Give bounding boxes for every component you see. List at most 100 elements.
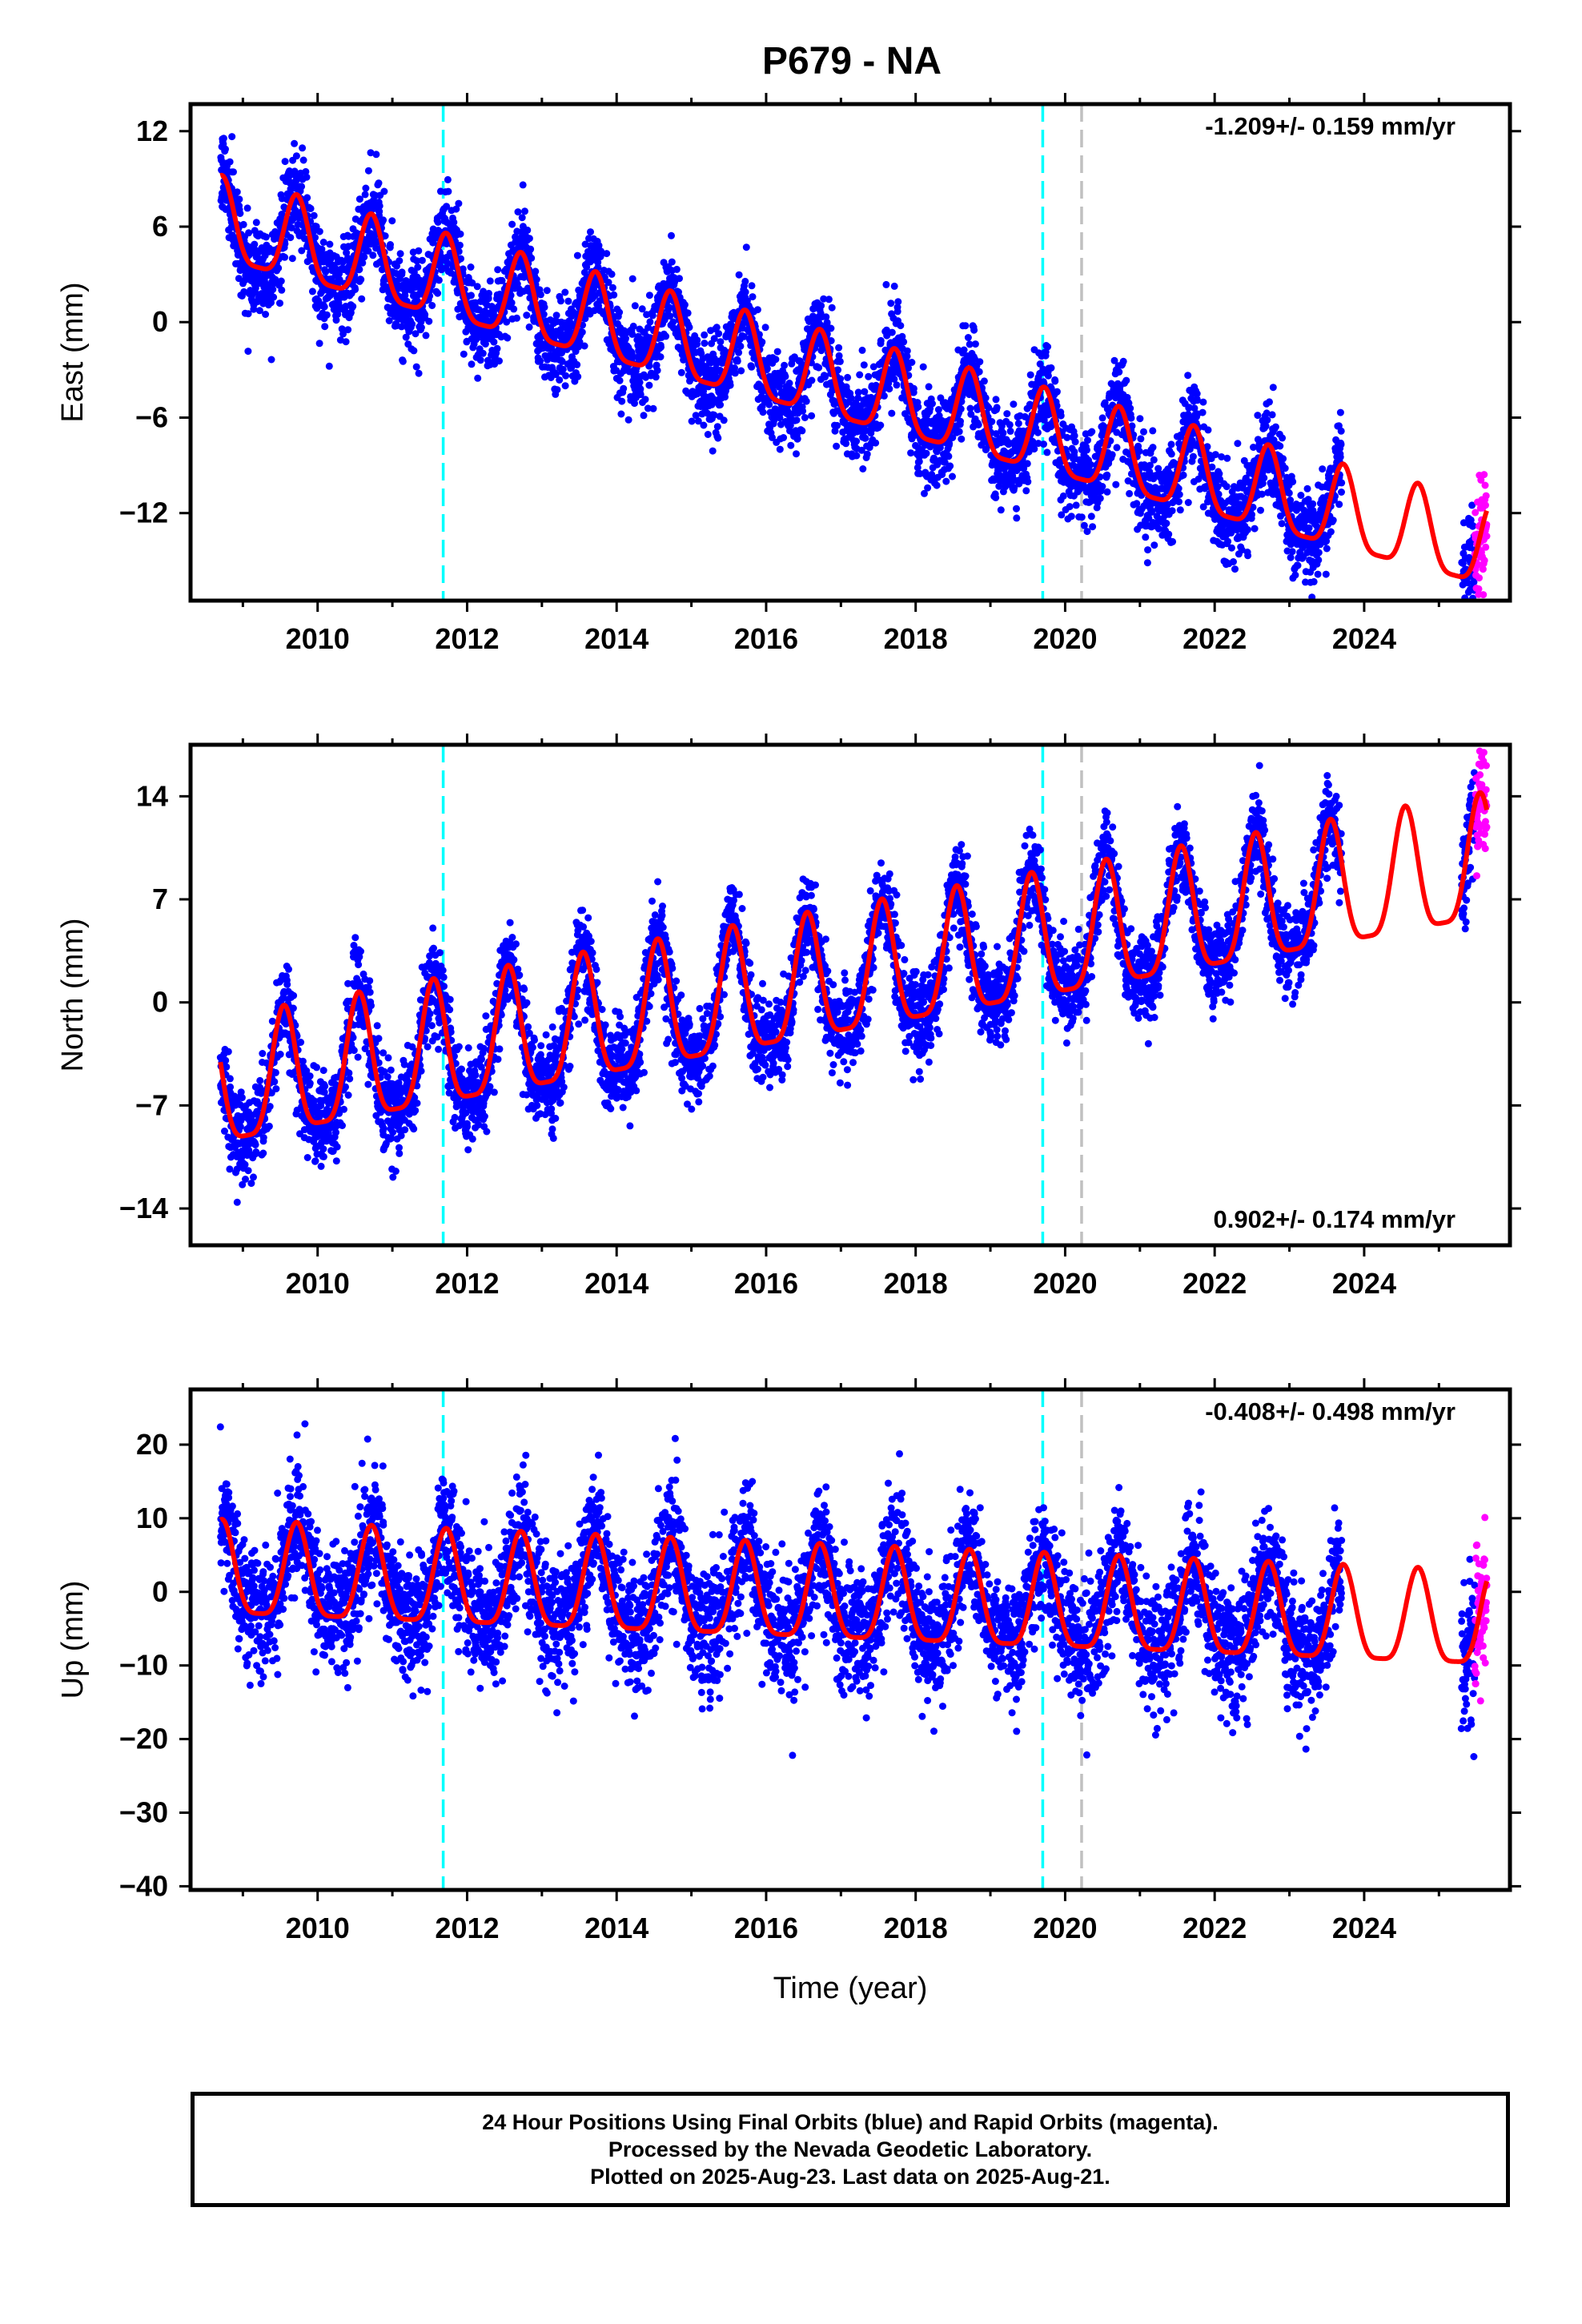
final-orbit-point [645,362,653,370]
final-orbit-point [291,139,299,147]
final-orbit-point [793,450,800,458]
final-orbit-point [1288,548,1296,556]
final-orbit-point [1314,570,1322,578]
final-orbit-point [1122,376,1130,384]
final-orbit-point [922,449,930,457]
final-orbit-point [781,361,789,369]
final-orbit-point [1150,456,1158,464]
final-orbit-point [415,369,423,377]
final-orbit-point [319,239,327,246]
final-orbit-point [1096,494,1104,502]
final-orbit-point [726,381,734,389]
final-orbit-point [677,368,685,376]
final-orbit-point [587,228,594,236]
final-orbit-point [853,452,861,460]
final-orbit-point [355,195,363,203]
final-orbit-point [693,336,701,344]
final-orbit-point [334,310,342,318]
final-orbit-point [418,256,426,264]
final-orbit-point [359,259,367,267]
final-orbit-point [842,440,850,448]
final-orbit-point [561,288,569,296]
final-orbit-point [946,462,954,470]
final-orbit-point [597,247,605,255]
final-orbit-point [1271,423,1279,431]
final-orbit-point [888,409,896,417]
final-orbit-point [498,276,506,284]
final-orbit-point [388,217,396,225]
final-orbit-point [1140,428,1147,436]
final-orbit-point [1279,434,1287,442]
final-orbit-point [1309,500,1317,508]
final-orbit-point [1150,541,1158,549]
final-orbit-point [552,371,560,379]
final-orbit-point [1263,416,1271,424]
final-orbit-point [1144,546,1152,554]
final-orbit-point [524,226,532,234]
final-orbit-point [741,277,749,285]
final-orbit-point [219,135,227,143]
final-orbit-point [997,506,1005,514]
final-orbit-point [636,385,644,393]
final-orbit-point [1167,440,1175,448]
final-orbit-point [519,181,527,189]
final-orbit-point [641,396,649,404]
final-orbit-point [1103,488,1111,496]
final-orbit-point [275,264,283,272]
figure-title: P679 - NA [762,40,942,82]
final-orbit-point [239,220,247,228]
final-orbit-point [772,356,780,364]
plot-area-east [217,104,1491,601]
final-orbit-point [303,173,311,181]
final-orbit-point [428,302,436,309]
final-orbit-point [1244,552,1252,560]
final-orbit-point [801,414,809,421]
final-orbit-point [581,315,589,323]
final-orbit-point [236,210,244,217]
final-orbit-point [733,357,741,365]
final-orbit-point [381,232,389,240]
final-orbit-point [646,318,654,326]
final-orbit-point [1113,444,1121,452]
final-orbit-point [742,243,750,251]
final-orbit-point [226,158,234,166]
final-orbit-point [1126,489,1134,497]
final-orbit-point [1260,474,1268,482]
final-orbit-point [970,326,978,334]
final-orbit-point [532,275,540,283]
final-orbit-point [1078,513,1086,521]
final-orbit-point [364,167,372,175]
panel-east: 2010 2012 2014 2016 2018 2020 2022 20241260−6−1… [56,93,1521,655]
final-orbit-point [1199,408,1207,416]
final-orbit-point [508,220,516,228]
final-orbit-point [877,336,885,344]
final-orbit-point [435,276,443,284]
final-orbit-point [793,435,801,443]
final-orbit-point [1043,448,1051,456]
final-orbit-point [307,204,315,212]
final-orbit-point [853,437,861,445]
final-orbit-point [413,257,421,265]
final-orbit-point [578,328,586,336]
final-orbit-point [270,293,278,301]
final-orbit-point [1044,372,1052,380]
final-orbit-point [514,208,522,216]
final-orbit-point [476,306,483,314]
final-orbit-point [1022,487,1030,495]
final-orbit-point [688,417,696,425]
final-orbit-point [443,203,451,211]
final-orbit-point [720,416,728,424]
final-orbit-point [322,268,330,275]
final-orbit-point [590,285,598,293]
final-orbit-point [1112,480,1120,489]
final-orbit-point [649,404,657,412]
final-orbit-point [908,359,916,366]
final-orbit-point [737,367,745,375]
final-orbit-point [958,435,966,443]
final-orbit-point [425,317,433,325]
final-orbit-point [1067,513,1075,521]
final-orbit-point [1149,427,1157,435]
final-orbit-point [523,312,531,320]
final-orbit-point [945,452,953,460]
final-orbit-point [323,311,331,319]
